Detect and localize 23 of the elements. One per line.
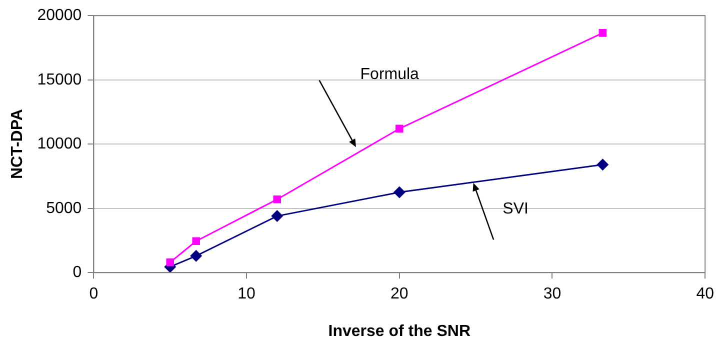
y-tick-label: 15000 (37, 71, 82, 88)
point (598, 29, 607, 37)
annotation: Formula (360, 66, 420, 83)
point (192, 237, 200, 246)
x-tick-label: 30 (543, 286, 562, 303)
point (271, 210, 284, 222)
x-axis-title: Inverse of the SNR (328, 322, 471, 340)
y-tick-label: 20000 (37, 7, 82, 24)
y-tick-label: 0 (72, 264, 82, 282)
x-tick-label: 10 (238, 286, 256, 303)
x-tick-label: 20 (390, 286, 408, 303)
point (166, 258, 174, 266)
y-axis-title: NCT-DPA (9, 108, 26, 180)
x-tick-label: 0 (89, 286, 98, 303)
point (396, 124, 404, 133)
point (596, 158, 609, 171)
point (273, 195, 282, 204)
y-tick-label: 10000 (37, 136, 82, 153)
y-tick-label: 5000 (46, 200, 82, 217)
point (393, 186, 406, 198)
x-tick-label: 40 (696, 286, 714, 303)
point (190, 250, 202, 262)
annotation: SVI (502, 200, 528, 218)
